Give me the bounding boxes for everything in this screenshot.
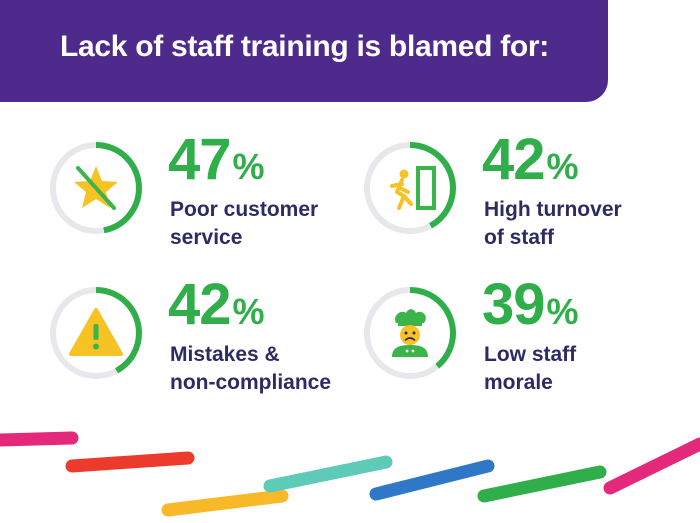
decorative-stripes — [0, 431, 700, 517]
percent-sign: % — [232, 146, 265, 187]
stat-label-line: morale — [484, 371, 553, 394]
stat-label-line: non-compliance — [170, 371, 332, 394]
title-banner: Lack of staff training is blamed for: — [0, 0, 608, 102]
stat-high-turnover: 42% High turnover of staff — [362, 130, 682, 280]
stat-mistakes-non-compliance: 42% Mistakes & non-compliance — [48, 275, 368, 425]
percentage-number: 42 — [482, 127, 546, 192]
decorative-stripe — [263, 455, 393, 493]
percentage-value: 39% — [482, 272, 579, 342]
percentage-number: 47 — [168, 127, 232, 192]
person-exiting-door-icon — [390, 166, 436, 210]
percentage-number: 39 — [482, 272, 546, 337]
crossed-out-star-icon — [74, 166, 118, 210]
progress-ring — [50, 142, 142, 234]
stat-label: High turnover of staff — [484, 196, 694, 252]
stat-label-line: of staff — [484, 226, 554, 249]
stat-low-staff-morale: 39% Low staff morale — [362, 275, 682, 425]
percent-sign: % — [232, 291, 265, 332]
warning-triangle-icon — [69, 308, 123, 356]
percentage-number: 42 — [168, 272, 232, 337]
decorative-stripe — [0, 431, 79, 447]
progress-ring — [364, 287, 456, 379]
percentage-value: 42% — [168, 272, 265, 342]
decorative-stripe — [369, 459, 495, 501]
decorative-stripe — [65, 451, 195, 473]
stat-label-line: Low staff — [484, 343, 577, 366]
decorative-stripe — [161, 489, 289, 517]
page-title: Lack of staff training is blamed for: — [60, 30, 549, 63]
progress-ring — [50, 287, 142, 379]
stat-poor-customer-service: 47% Poor customer service — [48, 130, 368, 280]
stat-label-line: Poor customer — [170, 198, 319, 221]
stat-label-line: service — [170, 226, 243, 249]
stat-label: Mistakes & non-compliance — [170, 341, 380, 397]
progress-ring — [364, 142, 456, 234]
stat-label-line: Mistakes & — [170, 343, 280, 366]
unhappy-chef-icon — [392, 309, 428, 357]
percentage-value: 42% — [482, 127, 579, 197]
percent-sign: % — [546, 146, 579, 187]
decorative-stripe — [477, 465, 607, 503]
stat-label-line: High turnover — [484, 198, 622, 221]
stat-label: Low staff morale — [484, 341, 694, 397]
percent-sign: % — [546, 291, 579, 332]
stat-label: Poor customer service — [170, 196, 380, 252]
percentage-value: 47% — [168, 127, 265, 197]
decorative-stripe — [603, 437, 700, 495]
